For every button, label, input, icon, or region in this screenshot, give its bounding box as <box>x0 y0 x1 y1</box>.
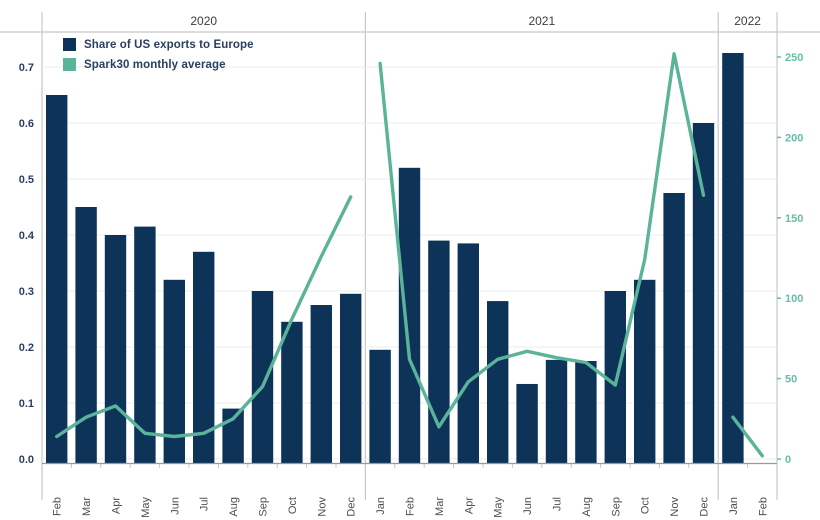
right-axis-tick-label: 100 <box>785 293 803 305</box>
month-label: Feb <box>52 497 64 516</box>
legend-label-spark30: Spark30 monthly average <box>84 58 226 71</box>
month-label: Nov <box>669 497 681 517</box>
bar-series-swatch-icon <box>63 38 76 51</box>
month-label: Dec <box>699 497 711 517</box>
month-label: Jan <box>375 497 387 515</box>
right-axis-tick-label: 250 <box>785 52 803 64</box>
month-label: Apr <box>463 497 475 514</box>
left-axis-tick-label: 0.3 <box>19 286 34 298</box>
month-label: Sep <box>258 497 270 517</box>
bar-2021-May[interactable] <box>487 301 509 464</box>
right-axis-tick-label: 150 <box>785 213 803 225</box>
bar-2021-Dec[interactable] <box>692 123 715 464</box>
bar-2020-Jul[interactable] <box>193 251 215 464</box>
bar-2020-Dec[interactable] <box>340 293 362 464</box>
left-axis-tick-label: 0.4 <box>19 230 35 242</box>
bar-2021-Jul[interactable] <box>545 359 568 464</box>
bar-2021-Nov[interactable] <box>663 193 685 464</box>
legend-label-exports-share: Share of US exports to Europe <box>84 38 254 51</box>
line-series-swatch-icon <box>63 58 76 71</box>
month-label: Mar <box>81 497 93 516</box>
right-axis-tick-label: 0 <box>785 454 791 466</box>
bar-2021-Oct[interactable] <box>634 279 656 464</box>
bar-2021-Sep[interactable] <box>604 291 626 464</box>
month-label: Feb <box>757 497 769 516</box>
left-axis-tick-label: 0.1 <box>19 398 34 410</box>
month-label: Sep <box>610 497 622 517</box>
legend: Share of US exports to Europe Spark30 mo… <box>63 38 254 71</box>
spark30-line-2022[interactable] <box>731 415 764 458</box>
bar-2021-Feb[interactable] <box>398 167 421 464</box>
right-axis-tick-label: 50 <box>785 374 797 386</box>
month-label: Aug <box>581 497 593 517</box>
left-axis-tick-label: 0.6 <box>19 118 34 130</box>
month-label: Oct <box>640 497 652 514</box>
bar-2020-Feb[interactable] <box>46 95 68 464</box>
month-label: Apr <box>111 497 123 514</box>
month-label: Jul <box>552 497 564 511</box>
month-label: Jun <box>169 497 181 515</box>
bar-2021-Mar[interactable] <box>428 240 450 464</box>
bar-2020-Nov[interactable] <box>310 305 332 464</box>
month-label: Mar <box>434 497 446 516</box>
bar-2020-Apr[interactable] <box>104 235 127 464</box>
left-axis-tick-label: 0.2 <box>19 342 34 354</box>
month-label: Jun <box>522 497 534 515</box>
bar-2020-May[interactable] <box>134 226 156 464</box>
legend-item-spark30[interactable]: Spark30 monthly average <box>63 58 254 71</box>
spark30-line-2020[interactable] <box>55 195 353 439</box>
bar-2020-Jun[interactable] <box>163 279 185 464</box>
month-label: Dec <box>346 497 358 517</box>
spark30-line-2021[interactable] <box>378 52 706 429</box>
right-axis-tick-label: 200 <box>785 132 803 144</box>
bar-2020-Mar[interactable] <box>75 207 97 464</box>
left-axis-tick-label: 0.0 <box>19 454 34 466</box>
month-label: May <box>140 497 152 518</box>
bar-2020-Oct[interactable] <box>281 321 303 464</box>
month-label: Feb <box>405 497 417 516</box>
legend-item-exports-share[interactable]: Share of US exports to Europe <box>63 38 254 51</box>
bar-2021-Jan[interactable] <box>369 349 391 464</box>
bar-2021-Apr[interactable] <box>457 243 479 464</box>
month-label: Nov <box>316 497 328 517</box>
month-label: Oct <box>287 497 299 514</box>
year-label: 2020 <box>190 14 217 28</box>
month-label: Aug <box>228 497 240 517</box>
bar-2021-Jun[interactable] <box>516 383 538 464</box>
month-label: Jan <box>728 497 740 515</box>
month-label: May <box>493 497 505 518</box>
bar-2022-Jan[interactable] <box>722 53 744 464</box>
left-axis-tick-label: 0.7 <box>19 62 34 74</box>
month-label: Jul <box>199 497 211 511</box>
bar-2021-Aug[interactable] <box>575 361 597 464</box>
year-label: 2022 <box>734 14 761 28</box>
bar-2020-Sep[interactable] <box>251 291 274 464</box>
year-label: 2021 <box>528 14 555 28</box>
left-axis-tick-label: 0.5 <box>19 174 34 186</box>
